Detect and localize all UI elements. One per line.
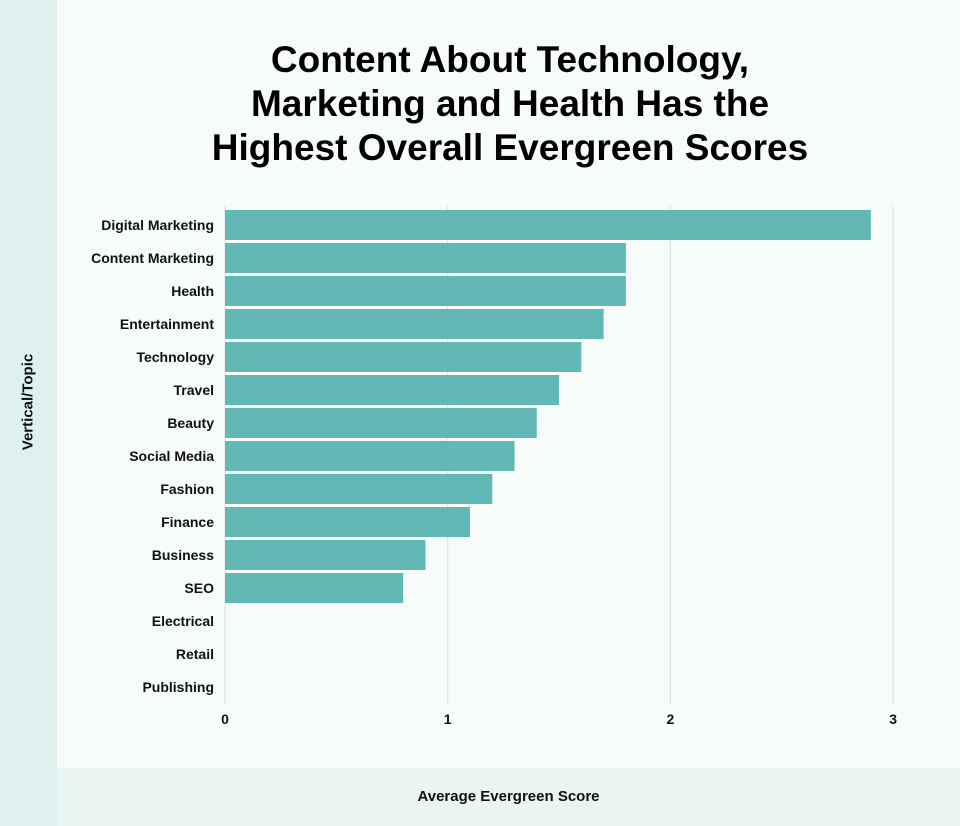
y-category-label: Publishing: [142, 679, 214, 695]
x-tick-label: 0: [221, 711, 229, 727]
y-category-label: Digital Marketing: [101, 217, 214, 233]
x-tick-label: 1: [444, 711, 452, 727]
bar: [225, 375, 560, 405]
y-category-label: SEO: [184, 580, 214, 596]
y-category-label: Travel: [174, 382, 214, 398]
bottom-panel-background: [57, 768, 960, 826]
y-category-label: Electrical: [152, 613, 214, 629]
bar: [225, 210, 871, 240]
chart-title-line: Marketing and Health Has the: [250, 83, 770, 124]
bar: [225, 243, 626, 273]
bar: [225, 507, 470, 537]
bar: [225, 474, 493, 504]
bar: [225, 309, 604, 339]
bar: [225, 276, 626, 306]
bar: [225, 441, 515, 471]
y-category-label: Finance: [161, 514, 214, 530]
y-category-label: Technology: [136, 349, 214, 365]
y-category-label: Content Marketing: [91, 250, 214, 266]
y-category-label: Fashion: [160, 481, 214, 497]
y-category-label: Entertainment: [120, 316, 214, 332]
left-panel-background: [0, 0, 57, 826]
y-category-label: Health: [171, 283, 214, 299]
x-tick-label: 3: [889, 711, 897, 727]
x-axis-label: Average Evergreen Score: [417, 788, 600, 805]
chart-title: Content About Technology, Marketing and …: [60, 38, 960, 170]
x-tick-label: 2: [667, 711, 675, 727]
bar: [225, 408, 537, 438]
y-category-label: Retail: [176, 646, 214, 662]
bar: [225, 342, 582, 372]
y-category-label: Beauty: [167, 415, 214, 431]
bar: [225, 540, 426, 570]
bar: [225, 573, 404, 603]
y-category-label: Business: [152, 547, 214, 563]
chart-title-line: Content About Technology,: [270, 39, 750, 80]
chart-title-line: Highest Overall Evergreen Scores: [211, 127, 809, 168]
y-category-label: Social Media: [129, 448, 214, 464]
